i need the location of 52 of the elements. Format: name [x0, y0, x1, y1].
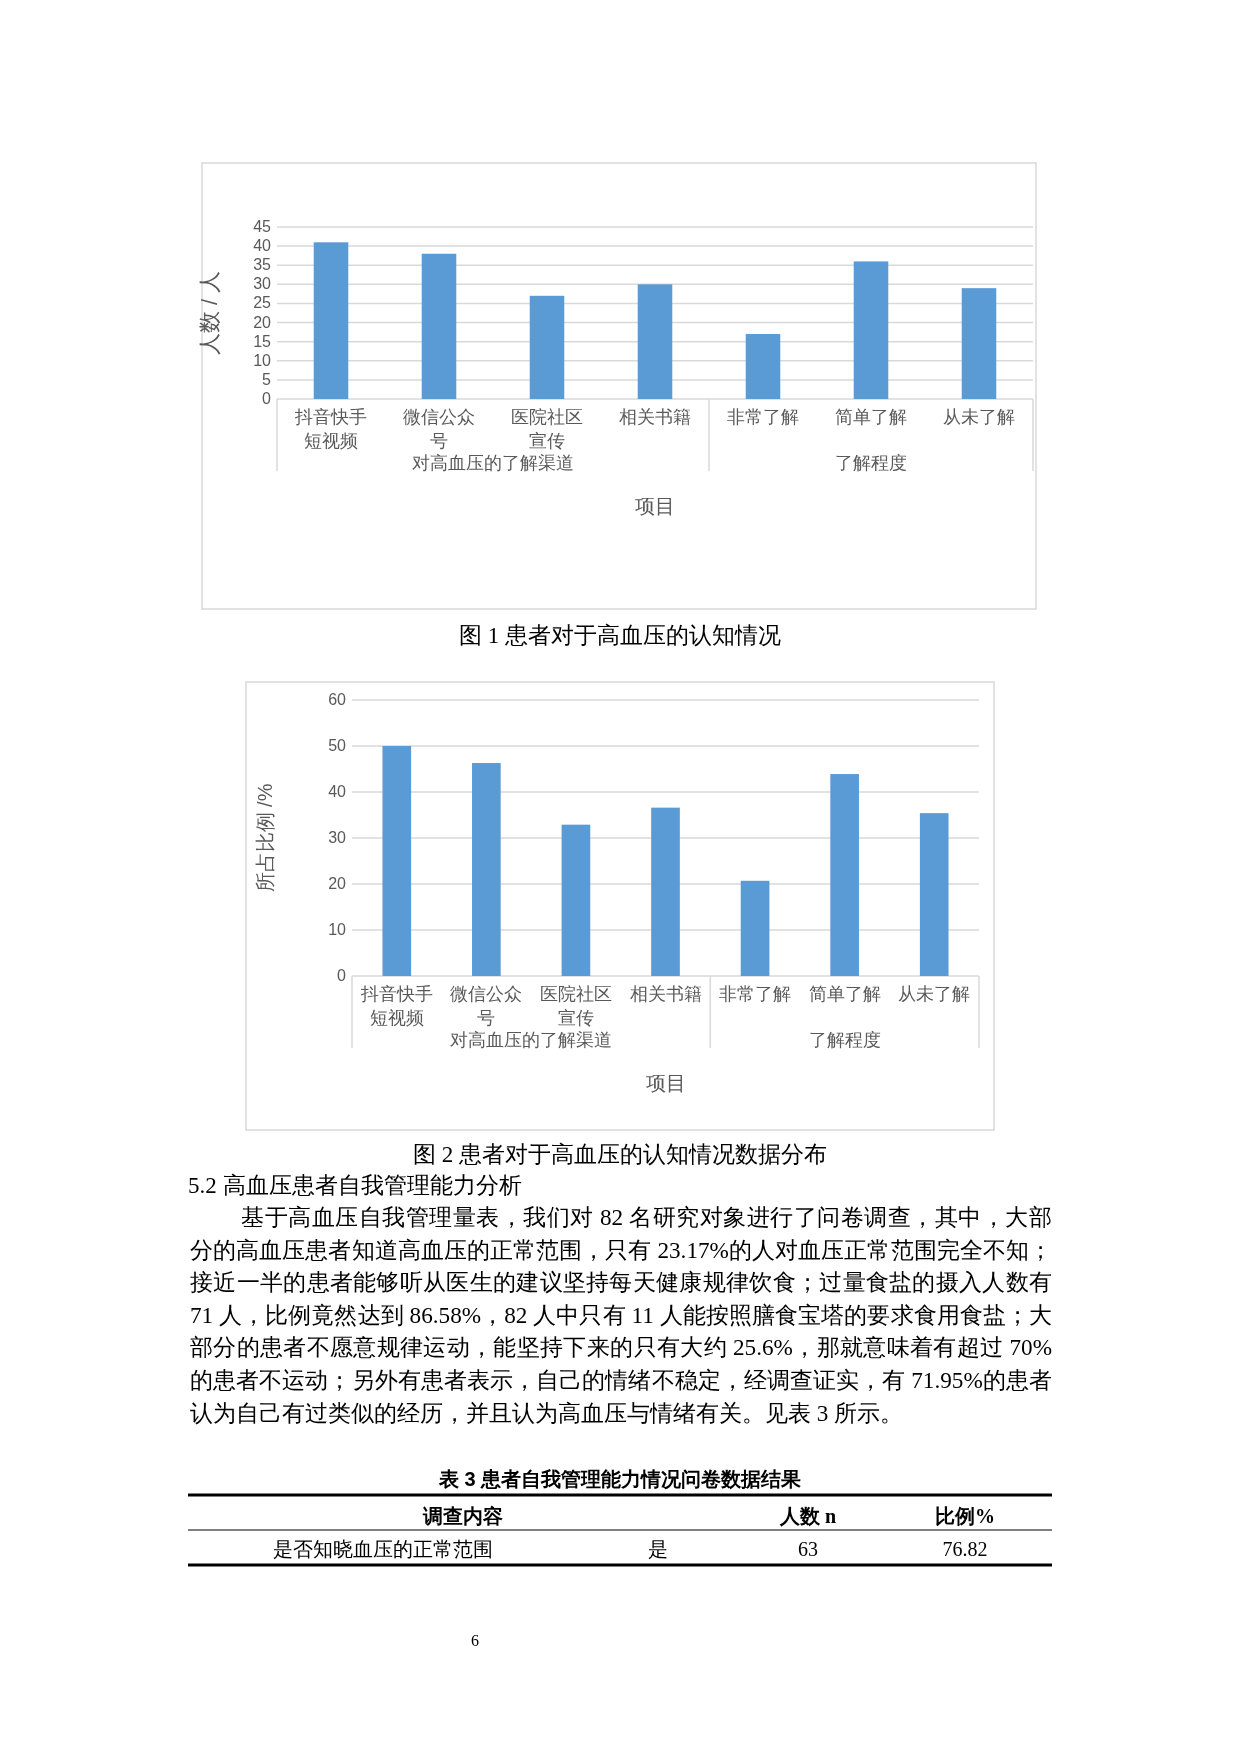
y-tick-label: 35: [253, 256, 272, 274]
x-tick-label: 非常了解: [719, 984, 792, 1004]
y-tick-label: 15: [253, 332, 272, 350]
y-tick-label: 60: [328, 691, 347, 708]
text: 是: [648, 1538, 668, 1560]
y-tick-label: 0: [262, 390, 272, 407]
text: 比例%: [935, 1505, 995, 1527]
y-tick-label: 30: [328, 829, 347, 846]
x-tick-label: 简单了解: [808, 984, 881, 1004]
caption: 图 2 患者对于高血压的认知情况数据分布: [412, 1141, 828, 1169]
paragraph: 基于高血压自我管理量表，我们对 82 名研究对象进行了问卷调查，其中，大部分的高血压患者知道高血压的正常范围，只有 23.17%的人对血压正常范围完全不知；接近一半的患者能够听从医生的建议坚持每天健康规律饮食；过量食盐的摄入人数有 71 人，比例竟然达到 86.58%，82 人中只有 11 人能按照膳食宝塔的要求食用食盐；大部分的患者不愿意规律运动，能坚持下来的只有大约 25.6%，那就意味着有超过 70%的患者不运动；另外有患者表示，自己的情绪不稳定，经调查证实，有 71.95%的患者认为自己有过类似的经历，并且认为高血压与情绪有关。见表 3 所示。: [190, 1203, 1052, 1428]
y-axis-title: 所占比例 /%: [254, 783, 276, 893]
x-tick-label: 微信公众号: [403, 407, 475, 451]
heading: 5.2 高血压患者自我管理能力分析: [188, 1172, 522, 1200]
text: 对高血压的了解渠道: [450, 1030, 613, 1050]
y-tick-label: 5: [262, 370, 272, 388]
y-tick-label: 40: [253, 237, 272, 255]
x-tick-label: 非常了解: [727, 407, 799, 427]
x-tick-label: 抖音快手短视频: [359, 984, 433, 1028]
caption: 图 1 患者对于高血压的认知情况: [458, 622, 782, 650]
text: 了解程度: [808, 1030, 881, 1050]
x-tick-label: 相关书籍: [629, 984, 702, 1004]
text: 对高血压的了解渠道: [412, 453, 574, 473]
text: 6: [471, 1632, 479, 1649]
text: 是否知晓血压的正常范围: [273, 1538, 493, 1560]
y-tick-label: 45: [253, 218, 272, 235]
y-tick-label: 20: [328, 875, 347, 892]
x-tick-label: 从未了解: [898, 984, 971, 1004]
x-tick-label: 微信公众号: [450, 984, 523, 1028]
y-tick-label: 20: [253, 313, 272, 331]
text: 调查内容: [422, 1505, 503, 1527]
x-tick-label: 相关书籍: [619, 407, 691, 427]
text: 人数 n: [778, 1505, 837, 1527]
x-axis-title: 项目: [635, 495, 675, 517]
y-tick-label: 0: [337, 967, 347, 984]
x-tick-label: 从未了解: [943, 407, 1015, 427]
y-tick-label: 50: [328, 737, 347, 754]
x-tick-label: 医院社区宣传: [539, 984, 612, 1028]
y-tick-label: 25: [253, 294, 272, 312]
text: 76.82: [942, 1538, 988, 1560]
y-tick-label: 30: [253, 275, 272, 293]
x-tick-label: 抖音快手短视频: [294, 407, 367, 451]
x-axis-title: 项目: [645, 1072, 686, 1094]
text: 了解程度: [835, 453, 907, 473]
x-tick-label: 医院社区宣传: [511, 407, 583, 451]
text: 63: [798, 1538, 818, 1560]
y-tick-label: 10: [253, 351, 272, 369]
y-axis-title: 人数 / 人: [197, 270, 222, 356]
x-tick-label: 简单了解: [835, 407, 907, 427]
y-tick-label: 10: [328, 921, 347, 938]
y-tick-label: 40: [328, 783, 347, 800]
table-title: 表 3 患者自我管理能力情况问卷数据结果: [437, 1467, 803, 1492]
